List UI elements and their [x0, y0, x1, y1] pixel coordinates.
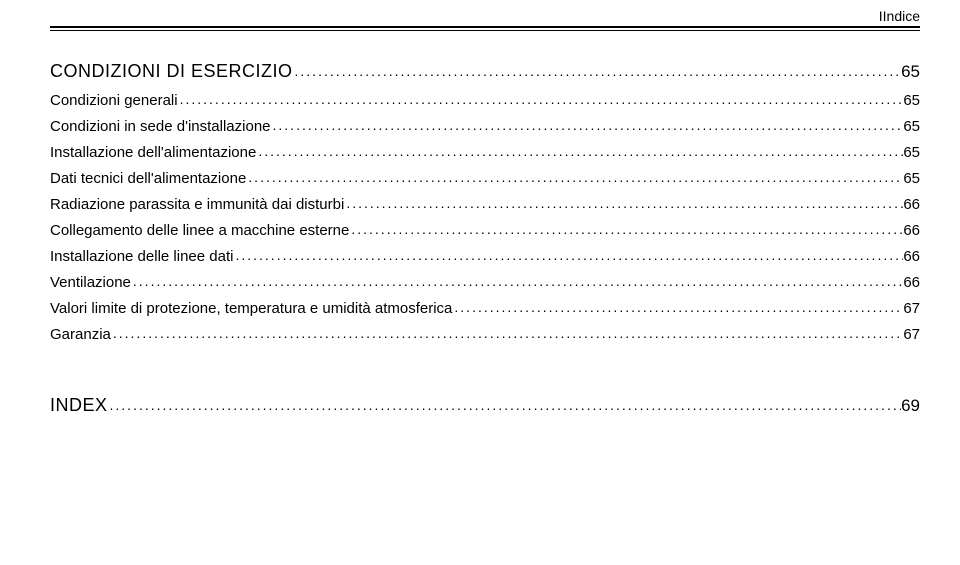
toc-entry-title: Dati tecnici dell'alimentazione — [50, 170, 246, 187]
toc-dot-leader: ........................................… — [108, 397, 902, 413]
toc-entry-line: Valori limite di protezione, temperatura… — [50, 300, 920, 317]
toc-entry-title: Installazione dell'alimentazione — [50, 144, 256, 161]
toc-section-title: CONDIZIONI DI ESERCIZIO — [50, 61, 293, 82]
toc-dot-leader: ........................................… — [349, 221, 903, 237]
toc-entry-page: 66 — [903, 222, 920, 239]
toc-entry-page: 67 — [903, 300, 920, 317]
toc-entry-title: Valori limite di protezione, temperatura… — [50, 300, 452, 317]
toc-dot-leader: ........................................… — [246, 169, 903, 185]
toc-entry-page: 66 — [903, 196, 920, 213]
toc-section-page: 65 — [901, 62, 920, 82]
toc-entry-title: Collegamento delle linee a macchine este… — [50, 222, 349, 239]
toc-entry-page: 65 — [903, 170, 920, 187]
toc-index-page: 69 — [901, 396, 920, 416]
toc-entry-line: Collegamento delle linee a macchine este… — [50, 222, 920, 239]
toc-page: IIndice CONDIZIONI DI ESERCIZIO ........… — [0, 0, 960, 416]
header-rule — [50, 26, 920, 31]
running-header: IIndice — [50, 0, 920, 26]
toc-dot-leader: ........................................… — [131, 273, 903, 289]
toc-entry-line: Condizioni generali ....................… — [50, 92, 920, 109]
toc-entry-title: Ventilazione — [50, 274, 131, 291]
toc-entry-page: 67 — [903, 326, 920, 343]
toc-entry-line: Radiazione parassita e immunità dai dist… — [50, 196, 920, 213]
toc-section-line: CONDIZIONI DI ESERCIZIO ................… — [50, 61, 920, 82]
toc-entry-title: Radiazione parassita e immunità dai dist… — [50, 196, 344, 213]
toc-entry-line: Condizioni in sede d'installazione .....… — [50, 118, 920, 135]
toc-entry-title: Condizioni in sede d'installazione — [50, 118, 271, 135]
toc-dot-leader: ........................................… — [233, 247, 903, 263]
toc-index-title: INDEX — [50, 395, 108, 416]
toc-entry-page: 65 — [903, 144, 920, 161]
toc-entry-page: 66 — [903, 274, 920, 291]
toc-entry-page: 65 — [903, 92, 920, 109]
toc-entry-title: Installazione delle linee dati — [50, 248, 233, 265]
toc-entry-line: Ventilazione ...........................… — [50, 274, 920, 291]
toc-dot-leader: ........................................… — [256, 143, 903, 159]
toc-entry-line: Installazione delle linee dati .........… — [50, 248, 920, 265]
toc-entry-page: 66 — [903, 248, 920, 265]
toc-dot-leader: ........................................… — [293, 63, 902, 79]
toc-dot-leader: ........................................… — [452, 299, 903, 315]
toc-dot-leader: ........................................… — [178, 91, 904, 107]
toc-entry-line: Dati tecnici dell'alimentazione ........… — [50, 170, 920, 187]
toc-dot-leader: ........................................… — [111, 325, 903, 341]
toc-index-line: INDEX ..................................… — [50, 395, 920, 416]
header-label: IIndice — [879, 8, 920, 24]
toc-entry-page: 65 — [903, 118, 920, 135]
toc-entry-title: Garanzia — [50, 326, 111, 343]
toc-entry-line: Garanzia ...............................… — [50, 326, 920, 343]
toc-entry-title: Condizioni generali — [50, 92, 178, 109]
toc-entry-line: Installazione dell'alimentazione .......… — [50, 144, 920, 161]
toc-dot-leader: ........................................… — [344, 195, 903, 211]
toc-dot-leader: ........................................… — [271, 117, 904, 133]
